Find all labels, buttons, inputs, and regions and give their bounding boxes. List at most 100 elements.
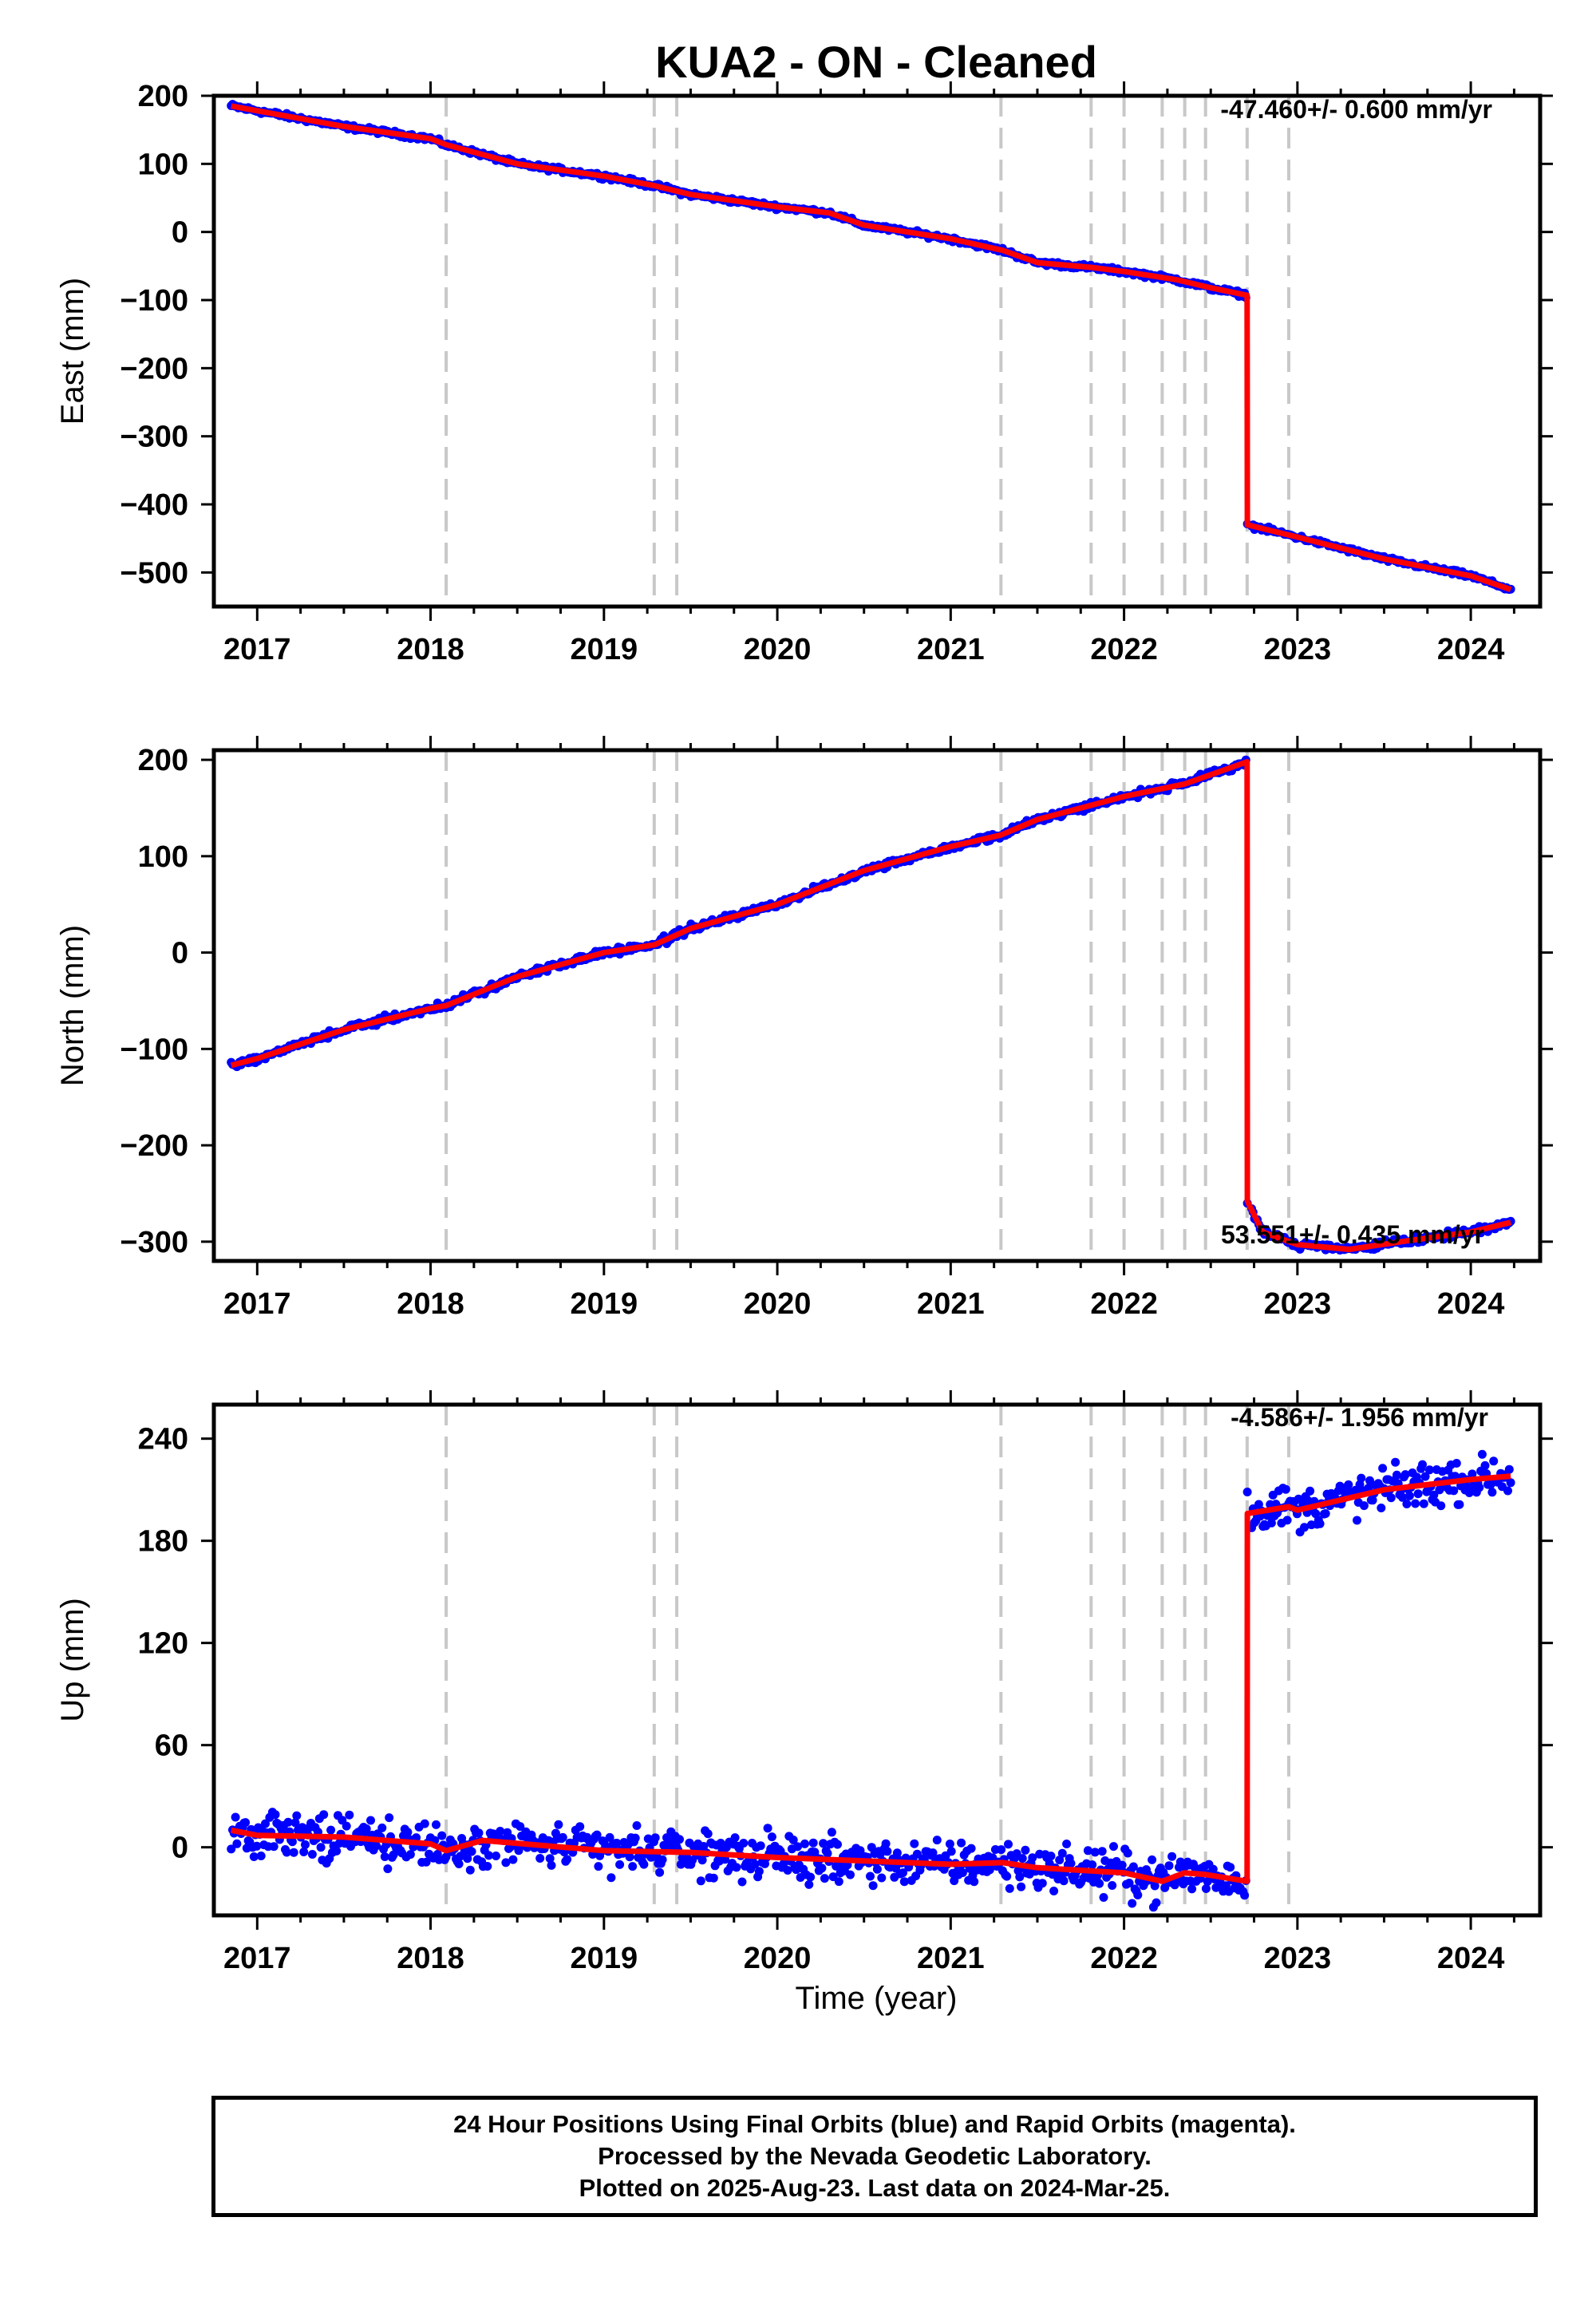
data-point [1242, 1488, 1252, 1496]
data-point [655, 1867, 665, 1877]
data-point [699, 1842, 709, 1851]
data-point [1133, 1891, 1143, 1899]
data-point [432, 1820, 440, 1829]
data-point [501, 1858, 511, 1867]
panel-3: 240 180 120 60 0 2017 2018 2019 2020 2021 2022 2023… [55, 1390, 1553, 1975]
data-point [1429, 1490, 1439, 1500]
data-point [465, 1865, 475, 1875]
y-tick-label: −400 [120, 488, 188, 522]
x-tick-label: 2022 [1090, 633, 1158, 666]
data-point [1046, 1852, 1056, 1861]
x-tick-label: 2017 [223, 1287, 291, 1321]
data-point [385, 1813, 394, 1823]
data-point [1378, 1464, 1388, 1473]
data-point [269, 1842, 279, 1852]
data-point [1398, 1492, 1407, 1502]
panel-frame [211, 93, 1543, 609]
footer-line-3: Plotted on 2025-Aug-23. Last data on 202… [579, 2174, 1171, 2202]
data-point [910, 1839, 919, 1848]
data-point [625, 1852, 634, 1862]
data-point [241, 1818, 251, 1828]
data-point [1017, 1882, 1026, 1891]
data-point [361, 1824, 371, 1833]
data-point [630, 1833, 640, 1843]
data-point [1066, 1859, 1076, 1868]
data-point [1480, 1460, 1490, 1470]
data-point [750, 1860, 760, 1869]
data-point [788, 1836, 798, 1844]
y-tick-label: −500 [120, 556, 188, 590]
rate-label: -4.586+/- 1.956 mm/yr [1231, 1403, 1488, 1432]
footer-line-2: Processed by the Nevada Geodetic Laborat… [598, 2142, 1152, 2170]
data-point [783, 1866, 792, 1875]
data-point [232, 1839, 242, 1848]
data-point [899, 1868, 907, 1878]
data-point [1468, 1469, 1477, 1479]
data-point [1005, 1883, 1014, 1893]
data-point [1254, 1500, 1263, 1509]
y-tick-label: 0 [172, 1832, 188, 1865]
data-point [732, 1863, 741, 1872]
data-point [1123, 1848, 1132, 1858]
data-point [484, 1851, 493, 1860]
data-point [1413, 1489, 1423, 1499]
data-point [441, 1852, 451, 1862]
data-point [421, 1857, 431, 1867]
data-point [420, 1819, 429, 1828]
data-point [316, 1843, 326, 1852]
data-point [800, 1839, 809, 1848]
data-point [1503, 1486, 1512, 1496]
data-point [1506, 1478, 1515, 1488]
fit-line [231, 1473, 1511, 1884]
rate-label: 53.551+/- 0.435 mm/yr [1221, 1220, 1484, 1249]
data-point [970, 1877, 979, 1887]
data-point [756, 1841, 765, 1851]
y-axis-label: East (mm) [55, 278, 90, 425]
data-point [808, 1838, 818, 1848]
scatter-points [227, 100, 1515, 595]
data-point [380, 1852, 389, 1861]
data-point [739, 1839, 749, 1848]
x-tick-label: 2023 [1264, 633, 1332, 666]
data-point [639, 1860, 649, 1869]
rate-label: -47.460+/- 0.600 mm/yr [1220, 95, 1492, 124]
data-point [1208, 1864, 1218, 1874]
data-point [332, 1846, 342, 1856]
x-tick-label: 2017 [223, 633, 291, 666]
data-point [437, 1831, 447, 1840]
data-point [696, 1876, 705, 1886]
y-tick-label: 0 [172, 216, 188, 250]
data-point [377, 1823, 387, 1832]
data-point [1148, 1855, 1157, 1864]
data-point [483, 1862, 492, 1871]
data-point [227, 1844, 236, 1854]
data-point [554, 1820, 563, 1829]
data-point [1281, 1484, 1290, 1494]
data-point [594, 1862, 603, 1871]
data-point [1049, 1887, 1059, 1895]
data-point [1315, 1519, 1325, 1528]
data-point [1449, 1486, 1459, 1496]
data-point [1164, 1861, 1174, 1871]
x-tick-label: 2018 [397, 633, 464, 666]
data-point [881, 1839, 891, 1848]
x-tick-label: 2019 [571, 633, 638, 666]
data-point [366, 1816, 375, 1825]
x-tick-label: 2019 [571, 1942, 638, 1975]
data-point [1226, 1863, 1235, 1872]
data-point [946, 1847, 956, 1856]
y-tick-label: 200 [138, 744, 188, 777]
data-point [307, 1850, 317, 1859]
data-point [958, 1868, 967, 1877]
data-point [1109, 1842, 1118, 1852]
data-point [1004, 1840, 1013, 1849]
fit-line [231, 103, 1512, 593]
y-tick-label: −300 [120, 421, 188, 454]
data-point [563, 1855, 572, 1864]
data-point [754, 1867, 764, 1876]
scatter-points [227, 755, 1515, 1255]
data-point [1386, 1493, 1396, 1503]
data-point [1017, 1854, 1027, 1863]
data-point [612, 1839, 622, 1848]
